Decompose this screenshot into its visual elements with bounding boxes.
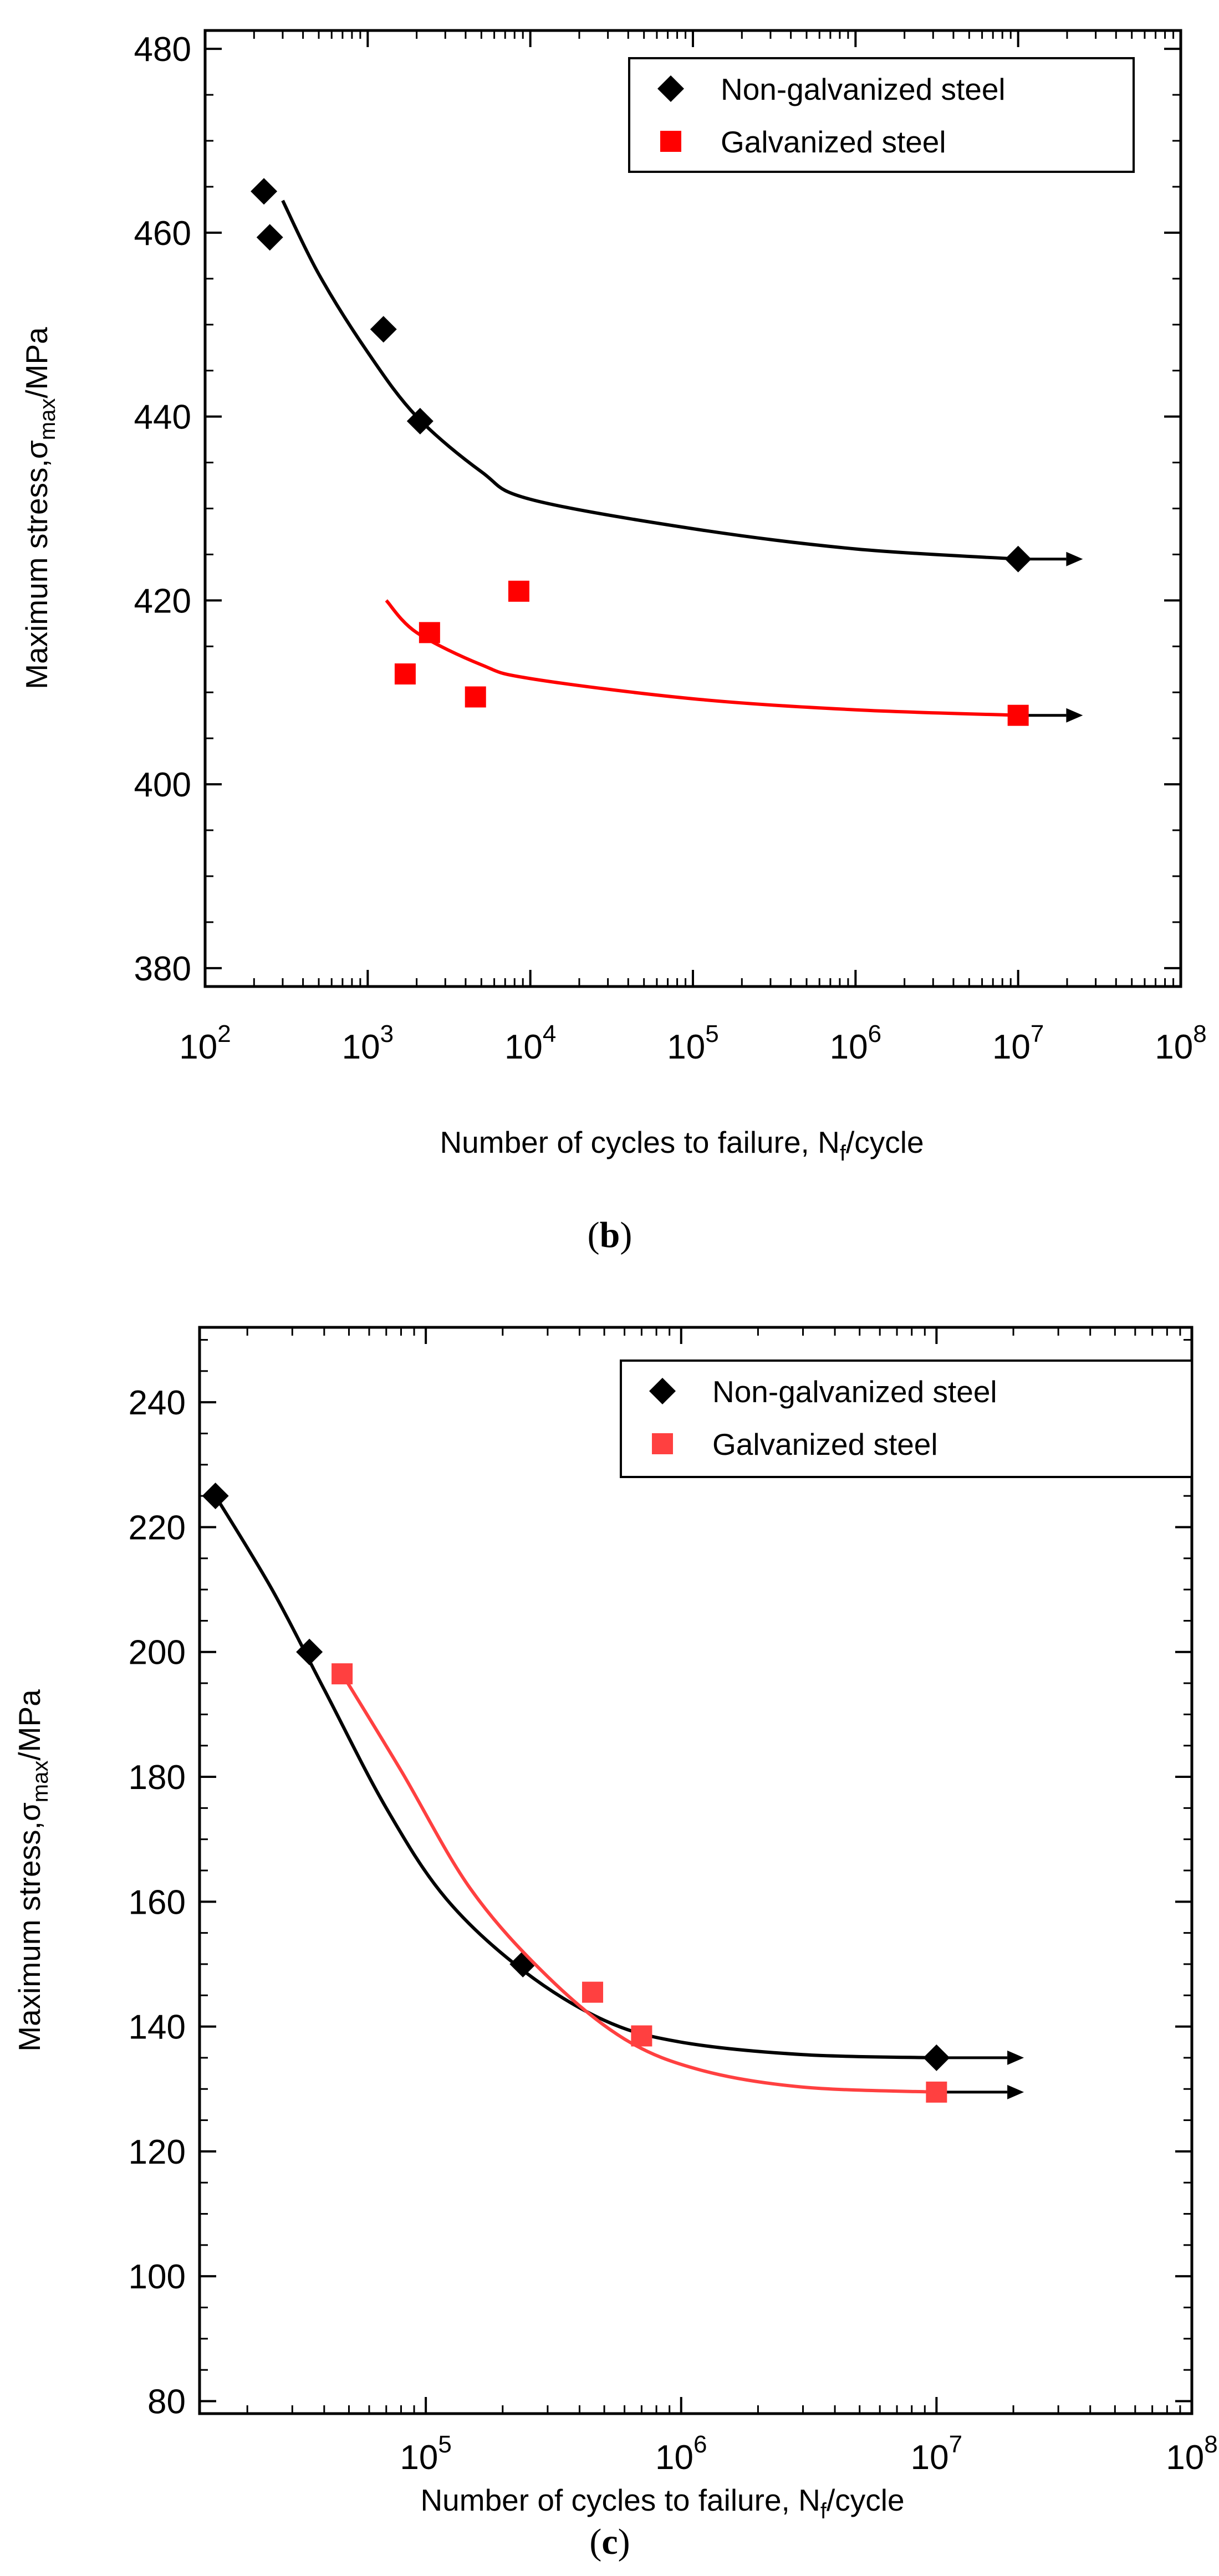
data-point-series-1 bbox=[582, 1981, 604, 2003]
y-tick-label: 380 bbox=[134, 950, 191, 988]
y-tick-label: 140 bbox=[129, 2008, 186, 2047]
panel-caption: (c) bbox=[589, 2522, 630, 2562]
x-tick-label: 106 bbox=[655, 2431, 707, 2477]
x-tick-label: 105 bbox=[667, 1020, 718, 1066]
data-point-series-0 bbox=[923, 2044, 950, 2071]
y-axis-title: Maximum stress,σmax/MPa bbox=[12, 1689, 53, 2052]
data-point-series-0 bbox=[296, 1638, 323, 1665]
x-tick-label: 106 bbox=[830, 1020, 881, 1066]
legend-marker-square bbox=[652, 1433, 673, 1454]
y-tick-label: 80 bbox=[147, 2383, 186, 2421]
y-tick-label: 400 bbox=[134, 766, 191, 804]
y-tick-label: 440 bbox=[134, 398, 191, 437]
legend-marker-square bbox=[660, 131, 681, 152]
legend: Non-galvanized steel Galvanized steel bbox=[620, 1359, 1193, 1478]
legend-box bbox=[628, 57, 1135, 173]
x-tick-label: 103 bbox=[342, 1020, 394, 1066]
data-point-series-0 bbox=[256, 224, 283, 251]
y-tick-label: 200 bbox=[129, 1634, 186, 1672]
legend-label: Non-galvanized steel bbox=[721, 72, 1006, 106]
data-point-series-0 bbox=[509, 1950, 537, 1977]
data-point-series-1 bbox=[508, 580, 529, 602]
y-tick-label: 480 bbox=[134, 30, 191, 69]
y-tick-label: 120 bbox=[129, 2133, 186, 2171]
runout-arrowhead-series-0 bbox=[1007, 2050, 1024, 2065]
data-point-series-0 bbox=[251, 178, 278, 205]
legend-box bbox=[620, 1359, 1193, 1478]
panel-c: 80 100 120 140 160 180 200 220 240 105 106 107 108 Nu… bbox=[12, 1326, 1218, 2562]
data-point-series-0 bbox=[370, 316, 397, 343]
x-tick-label: 102 bbox=[179, 1020, 231, 1066]
x-tick-label: 104 bbox=[504, 1020, 556, 1066]
x-tick-label: 108 bbox=[1166, 2431, 1217, 2477]
legend-label: Galvanized steel bbox=[712, 1427, 938, 1461]
data-point-series-1 bbox=[394, 663, 416, 685]
data-point-series-1 bbox=[331, 1663, 353, 1685]
x-tick-label: 108 bbox=[1155, 1020, 1206, 1066]
legend-label: Non-galvanized steel bbox=[712, 1374, 997, 1409]
runout-arrowhead-series-1 bbox=[1007, 2084, 1024, 2099]
panel-b: 380 400 420 440 460 480 102 103 104 105 106 107 108 N… bbox=[19, 29, 1207, 1255]
data-point-series-0 bbox=[202, 1483, 229, 1510]
data-point-series-1 bbox=[465, 686, 486, 708]
data-point-series-1 bbox=[1007, 704, 1029, 726]
data-point-series-0 bbox=[1004, 545, 1032, 573]
runout-arrowhead-series-1 bbox=[1066, 708, 1083, 723]
y-tick-label: 160 bbox=[129, 1883, 186, 1921]
legend-label: Galvanized steel bbox=[721, 125, 946, 159]
panel-caption: (b) bbox=[588, 1215, 633, 1255]
x-tick-label: 105 bbox=[400, 2431, 451, 2477]
fit-curve-series-1 bbox=[340, 1673, 937, 2094]
fit-curve-series-0 bbox=[281, 200, 1018, 561]
data-point-series-0 bbox=[406, 407, 433, 435]
y-tick-label: 220 bbox=[129, 1509, 186, 1547]
y-tick-label: 460 bbox=[134, 214, 191, 253]
data-point-series-1 bbox=[419, 622, 440, 643]
x-tick-label: 107 bbox=[992, 1020, 1044, 1066]
x-axis-title: Number of cycles to failure, Nf/cycle bbox=[420, 2483, 904, 2523]
y-tick-label: 420 bbox=[134, 582, 191, 620]
y-tick-label: 240 bbox=[129, 1384, 186, 1422]
y-axis-title: Maximum stress,σmax/MPa bbox=[19, 327, 60, 689]
legend-marker-diamond bbox=[657, 75, 684, 102]
plot-frame bbox=[203, 29, 1182, 988]
y-tick-label: 180 bbox=[129, 1759, 186, 1797]
plot-frame bbox=[198, 1326, 1194, 2415]
runout-arrowhead-series-0 bbox=[1066, 551, 1083, 566]
x-tick-label: 107 bbox=[911, 2431, 962, 2477]
legend-marker-diamond bbox=[649, 1378, 676, 1404]
legend: Non-galvanized steel Galvanized steel bbox=[628, 57, 1135, 173]
data-point-series-1 bbox=[631, 2025, 652, 2047]
data-point-series-1 bbox=[926, 2081, 947, 2103]
y-tick-label: 100 bbox=[129, 2258, 186, 2296]
fit-curve-series-0 bbox=[214, 1495, 937, 2059]
x-axis-title: Number of cycles to failure, Nf/cycle bbox=[440, 1125, 924, 1166]
